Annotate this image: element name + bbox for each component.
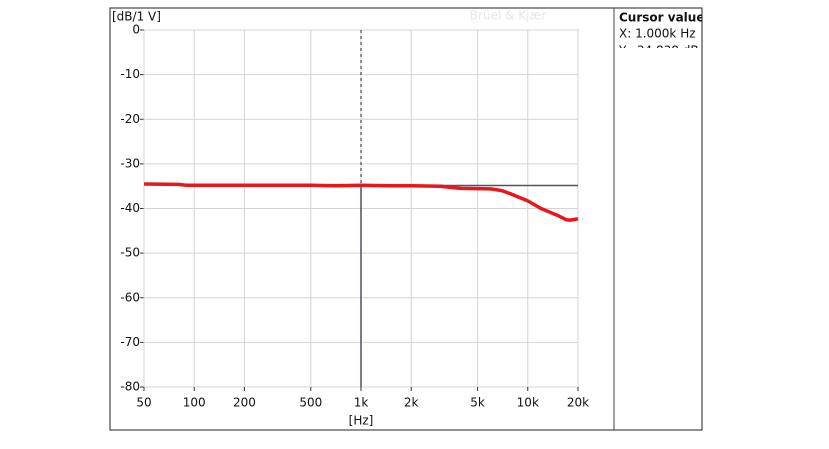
x-axis-label: [Hz]: [349, 414, 374, 428]
x-tick-label: 50: [136, 396, 151, 410]
panel-y: Y: -34.838 dB: [618, 44, 699, 58]
response-line: [143, 182, 579, 222]
y-tick-label: -60: [120, 290, 140, 304]
x-tick-label: 20k: [567, 396, 589, 410]
cursor-panel: Cursor values X: 1.000k Hz Y: -34.838 dB: [618, 11, 712, 58]
x-tick-label: 10k: [517, 396, 539, 410]
x-tick-label: 5k: [470, 396, 485, 410]
y-tick-label: -20: [120, 112, 140, 126]
panel-title: Cursor values: [619, 11, 712, 25]
x-tick-label: 1k: [354, 396, 369, 410]
y-tick-label: -50: [120, 246, 140, 260]
y-tick-label: -70: [120, 335, 140, 349]
y-tick-label: 0: [132, 23, 140, 37]
y-tick-label: -80: [120, 380, 140, 394]
x-tick-label: 500: [299, 396, 322, 410]
y-tick-label: -30: [120, 156, 140, 170]
watermark: Brüel & Kjær: [470, 9, 546, 23]
x-tick-label: 100: [183, 396, 206, 410]
panel-x: X: 1.000k Hz: [619, 27, 696, 41]
x-tick-label: 2k: [404, 396, 419, 410]
y-tick-label: -10: [120, 67, 140, 81]
y-tick-label: -40: [120, 201, 140, 215]
x-tick-label: 200: [233, 396, 256, 410]
y-axis-label: [dB/1 V]: [112, 10, 161, 24]
